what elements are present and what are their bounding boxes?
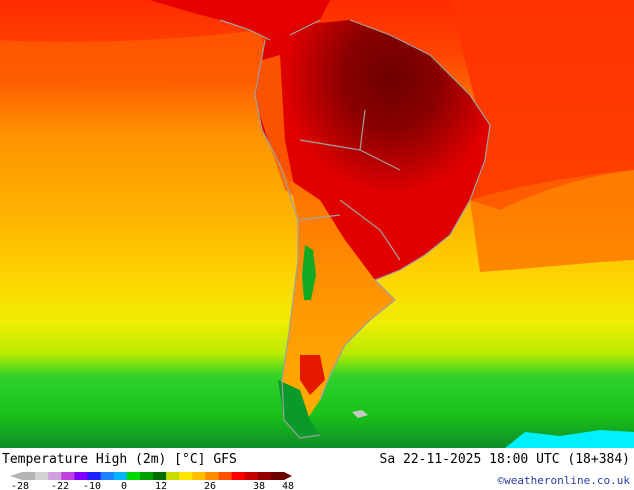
- forecast-datetime: Sa 22-11-2025 18:00 UTC (18+384): [379, 452, 630, 467]
- colorbar-swatches: [10, 472, 292, 480]
- colorbar-tick-label: 0: [121, 481, 127, 490]
- credit-link[interactable]: ©weatheronline.co.uk: [497, 474, 630, 487]
- andes-green-strip: [302, 245, 316, 300]
- colorbar-swatch: [192, 472, 206, 480]
- colorbar-swatch: [22, 472, 36, 480]
- footer: Temperature High (2m) [°C] GFS Sa 22-11-…: [0, 448, 634, 490]
- colorbar: -28 -22 -10 0 12 26 38 48: [10, 472, 294, 490]
- colorbar-right-arrow: [284, 472, 292, 480]
- central-america-land: [150, 0, 330, 40]
- colorbar-tick-label: 26: [204, 481, 216, 490]
- colorbar-tick-label: 48: [282, 481, 294, 490]
- border-lines: [297, 109, 401, 261]
- pacific-orange-band: [0, 30, 270, 88]
- colorbar-tick-label: 38: [253, 481, 265, 490]
- colorbar-swatch: [257, 472, 272, 480]
- atlantic-band-2: [470, 170, 634, 272]
- colorbar-swatch: [244, 472, 259, 480]
- colorbar-swatch: [113, 472, 128, 480]
- colorbar-swatch: [100, 472, 115, 480]
- colorbar-tick-label: -28: [11, 481, 29, 490]
- colorbar-swatch: [179, 472, 193, 480]
- colorbar-swatch: [61, 472, 75, 480]
- colorbar-tick-label: -22: [51, 481, 69, 490]
- colorbar-ticks: -28 -22 -10 0 12 26 38 48: [11, 481, 294, 490]
- temperature-map: [0, 0, 634, 448]
- colorbar-swatch: [74, 472, 88, 480]
- antarctic-peninsula: [505, 430, 634, 448]
- andes-west-coast: [255, 55, 300, 200]
- colorbar-tick-label: 12: [155, 481, 167, 490]
- colorbar-swatch: [87, 472, 102, 480]
- east-coastline: [319, 19, 491, 401]
- colorbar-swatch: [270, 472, 285, 480]
- colorbar-swatch: [166, 472, 180, 480]
- colorbar-left-arrow: [10, 472, 22, 480]
- falkland-islands: [352, 410, 368, 418]
- west-coastline: [254, 39, 321, 439]
- patagonia-red: [300, 355, 325, 395]
- colorbar-swatch: [218, 472, 233, 480]
- map-title: Temperature High (2m) [°C] GFS: [2, 452, 237, 467]
- colorbar-tick-label: -10: [83, 481, 101, 490]
- atlantic-warm-band: [450, 0, 634, 210]
- colorbar-swatch: [231, 472, 246, 480]
- colorbar-swatch: [205, 472, 219, 480]
- central-america-coast: [219, 19, 321, 41]
- colorbar-swatch: [35, 472, 49, 480]
- colorbar-swatch: [48, 472, 62, 480]
- colorbar-swatch: [126, 472, 141, 480]
- southern-tip: [278, 380, 320, 438]
- colorbar-swatch: [139, 472, 154, 480]
- colorbar-swatch: [153, 472, 167, 480]
- coastlines: [219, 19, 491, 439]
